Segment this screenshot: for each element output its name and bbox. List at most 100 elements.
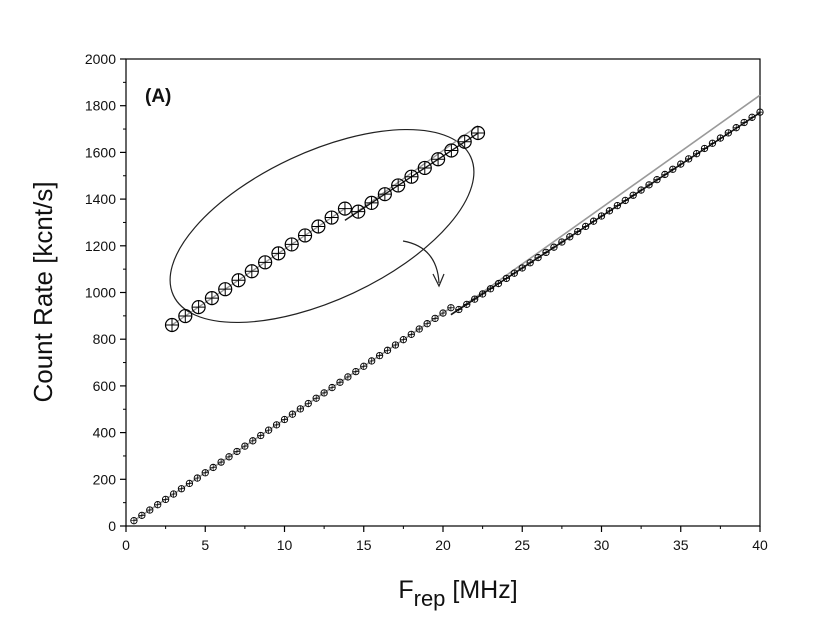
y-tick-label: 600 <box>93 378 117 394</box>
data-point-cross <box>170 490 177 498</box>
inset-data-point <box>164 317 180 333</box>
data-point-cross <box>598 212 605 220</box>
data-point-cross <box>455 306 463 313</box>
inset-data-point <box>324 210 339 225</box>
data-point-cross <box>186 480 193 487</box>
data-point <box>201 469 209 477</box>
data-point <box>391 341 400 349</box>
data-point <box>574 227 582 236</box>
data-point-cross <box>439 309 447 317</box>
inset-data-point-cross <box>404 170 418 184</box>
data-point-cross <box>202 469 209 476</box>
data-point-cross <box>360 363 367 370</box>
data-point <box>312 394 320 402</box>
inset-data-point <box>430 152 446 167</box>
data-point-cross <box>725 129 732 137</box>
x-tick-label: 35 <box>673 537 689 553</box>
data-point-cross <box>756 108 764 116</box>
y-tick-label: 1600 <box>85 144 116 160</box>
data-point-cross <box>463 301 470 308</box>
data-point <box>613 201 621 210</box>
data-point <box>177 485 186 493</box>
inset-data-point-cross <box>378 187 392 201</box>
data-point <box>423 320 431 328</box>
x-tick-label: 10 <box>277 537 293 553</box>
data-point <box>193 474 201 482</box>
inset-data-point <box>391 178 406 193</box>
data-point <box>344 373 352 381</box>
data-point-cross <box>320 389 328 397</box>
data-point <box>431 314 439 323</box>
data-point <box>439 309 447 317</box>
data-point <box>510 269 518 277</box>
data-point-cross <box>471 295 478 303</box>
data-point-cross <box>225 453 233 460</box>
plot-area <box>130 94 764 525</box>
data-point-cross <box>416 325 423 333</box>
data-point-cross <box>281 416 288 423</box>
data-point-cross <box>614 202 621 209</box>
data-point <box>629 191 637 199</box>
data-point-cross <box>693 150 700 157</box>
data-point <box>463 300 471 308</box>
data-point-cross <box>709 140 716 147</box>
data-point-cross <box>550 243 558 251</box>
data-point-cross <box>368 357 375 365</box>
inset-data-point-cross <box>444 143 458 157</box>
data-point <box>360 362 368 370</box>
inset-data-point-cross <box>192 300 206 314</box>
fit-line <box>450 94 761 316</box>
inset-data-point-cross <box>165 318 179 332</box>
data-point <box>526 259 534 267</box>
inset-data-point-cross <box>351 205 365 219</box>
data-point <box>740 118 748 127</box>
inset-ellipse <box>169 128 475 324</box>
inset-data-point <box>178 308 193 324</box>
data-point <box>209 463 217 472</box>
data-point-cross <box>685 155 692 163</box>
data-point <box>685 155 693 163</box>
data-point <box>518 264 526 272</box>
inset-data-point <box>364 195 379 211</box>
inset-data-point-cross <box>245 264 259 278</box>
data-point <box>534 253 542 262</box>
data-point-cross <box>241 442 249 450</box>
data-point-cross <box>297 405 304 413</box>
inset-data-point <box>337 201 353 216</box>
data-point <box>494 279 503 288</box>
inset-data-point <box>284 237 299 252</box>
inset-arrow-head <box>432 273 445 288</box>
data-point-cross <box>590 218 597 225</box>
x-tick-label: 20 <box>435 537 451 553</box>
data-point-cross <box>574 228 581 235</box>
data-point-cross <box>400 336 407 343</box>
data-point-cross <box>336 379 344 386</box>
data-point-cross <box>154 501 161 508</box>
inset-data-point-cross <box>458 135 472 149</box>
data-point <box>550 243 558 251</box>
data-point <box>383 346 392 354</box>
y-tick-label: 400 <box>93 425 117 441</box>
data-point <box>471 295 479 303</box>
inset-arrow <box>402 240 440 284</box>
data-point <box>478 290 487 298</box>
y-tick-label: 1800 <box>85 98 116 114</box>
x-axis-label-unit: [MHz] <box>445 576 517 604</box>
data-point <box>130 517 138 525</box>
inset-data-point <box>457 134 472 149</box>
data-point <box>249 437 257 445</box>
x-tick-label: 25 <box>514 537 530 553</box>
data-point-cross <box>162 496 169 503</box>
inset-data-point <box>258 255 273 270</box>
data-point-cross <box>622 197 629 204</box>
inset-data-point-cross <box>418 161 432 175</box>
data-point-cross <box>606 207 613 215</box>
inset-data-point-cross <box>218 282 232 296</box>
data-point <box>566 233 574 241</box>
data-point <box>407 330 415 338</box>
data-point <box>700 144 709 153</box>
data-point-cross <box>376 352 383 359</box>
data-point-cross <box>534 254 542 261</box>
data-point-cross <box>566 233 573 240</box>
